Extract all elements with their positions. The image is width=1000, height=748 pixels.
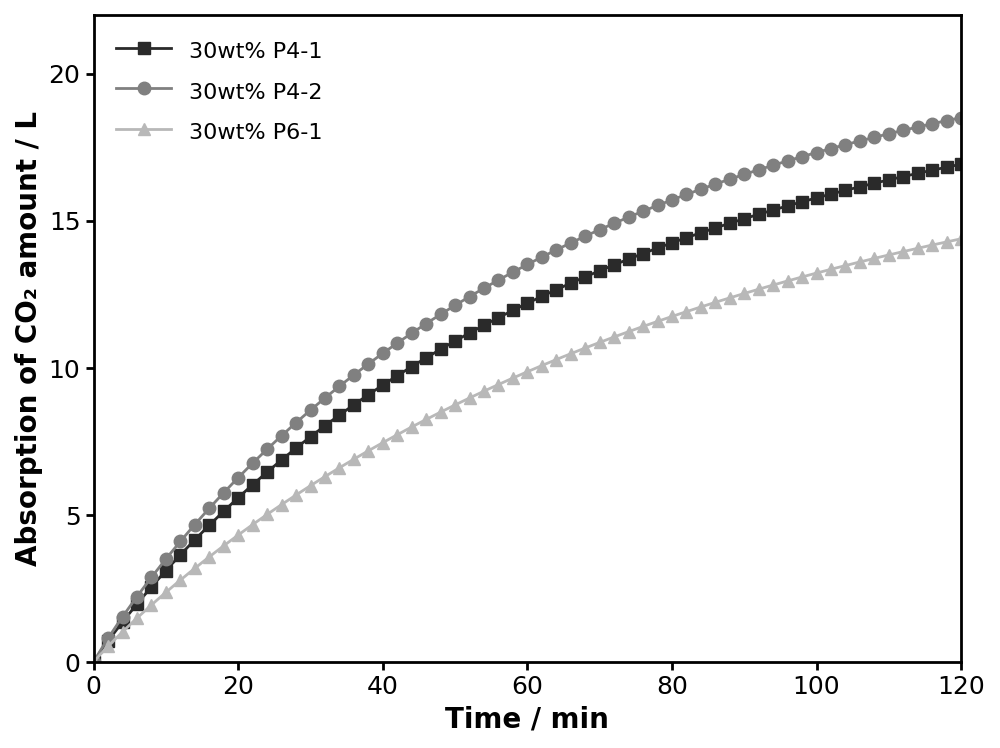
30wt% P4-2 [608, 219, 620, 228]
Line: 30wt% P4-2: 30wt% P4-2 [87, 111, 967, 669]
30wt% P6-1 [88, 657, 100, 666]
30wt% P6-1 [839, 261, 851, 270]
X-axis label: Time / min: Time / min [445, 705, 609, 733]
30wt% P4-2 [955, 113, 967, 122]
30wt% P6-1 [290, 491, 302, 500]
Legend: 30wt% P4-1, 30wt% P4-2, 30wt% P6-1: 30wt% P4-1, 30wt% P4-2, 30wt% P6-1 [105, 26, 334, 156]
30wt% P4-1 [88, 657, 100, 666]
30wt% P4-2 [261, 445, 273, 454]
30wt% P4-2 [391, 339, 403, 348]
30wt% P4-2 [550, 245, 562, 254]
Line: 30wt% P6-1: 30wt% P6-1 [88, 233, 967, 668]
Y-axis label: Absorption of CO₂ amount / L: Absorption of CO₂ amount / L [15, 111, 43, 566]
30wt% P4-2 [839, 140, 851, 149]
30wt% P6-1 [608, 332, 620, 341]
30wt% P6-1 [550, 355, 562, 364]
30wt% P4-2 [290, 418, 302, 427]
30wt% P4-2 [88, 657, 100, 666]
30wt% P4-1 [955, 160, 967, 169]
30wt% P4-1 [290, 444, 302, 453]
30wt% P4-1 [550, 285, 562, 294]
30wt% P4-1 [391, 371, 403, 380]
30wt% P6-1 [391, 430, 403, 439]
30wt% P6-1 [261, 510, 273, 519]
30wt% P4-1 [839, 186, 851, 194]
Line: 30wt% P4-1: 30wt% P4-1 [88, 159, 967, 668]
30wt% P6-1 [955, 234, 967, 243]
30wt% P4-1 [608, 260, 620, 269]
30wt% P4-1 [261, 468, 273, 476]
